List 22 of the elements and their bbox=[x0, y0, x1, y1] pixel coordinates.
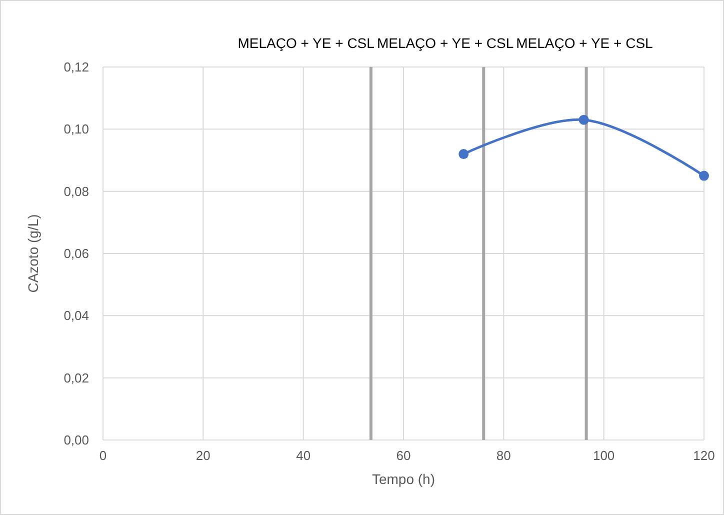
y-tick-label: 0,02 bbox=[64, 370, 89, 386]
x-axis-title: Tempo (h) bbox=[372, 471, 436, 487]
point bbox=[699, 170, 709, 181]
x-tick-label: 60 bbox=[396, 448, 411, 463]
y-tick-label: 0,06 bbox=[64, 246, 89, 261]
y-tick-label: 0,08 bbox=[64, 184, 89, 199]
ref-line-label: MELAÇO + YE + CSL bbox=[516, 35, 654, 51]
x-tick-label: 20 bbox=[196, 448, 210, 463]
y-tick-label: 0,04 bbox=[64, 308, 89, 324]
y-tick-label: 0,00 bbox=[64, 432, 89, 448]
point bbox=[458, 149, 469, 160]
y-axis-title: CAzoto (g/L) bbox=[25, 214, 41, 293]
y-tick-label: 0,12 bbox=[64, 60, 89, 74]
y-tick-label: 0,10 bbox=[64, 122, 89, 137]
x-tick-label: 120 bbox=[693, 448, 715, 463]
x-tick-label: 0 bbox=[99, 448, 107, 463]
x-tick-label: 80 bbox=[496, 448, 511, 463]
ref-line-label: MELAÇO + YE + CSL bbox=[238, 35, 375, 51]
x-tick-label: 40 bbox=[296, 448, 311, 463]
point bbox=[578, 114, 589, 125]
x-tick-label: 100 bbox=[592, 448, 615, 463]
ref-line-label: MELAÇO + YE + CSL bbox=[376, 35, 514, 51]
